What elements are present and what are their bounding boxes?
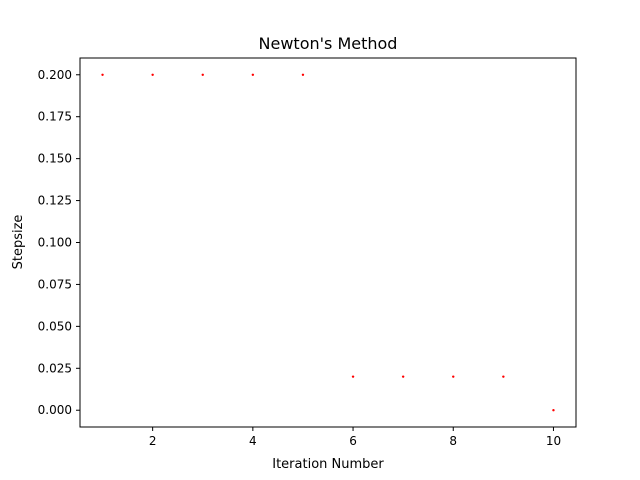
chart-title: Newton's Method [259, 34, 398, 53]
x-axis-label: Iteration Number [272, 457, 384, 472]
x-tick-label: 4 [249, 434, 257, 448]
y-tick-label: 0.150 [38, 152, 72, 166]
data-point [452, 375, 455, 378]
y-axis-ticks: 0.000 0.025 0.050 0.075 0.100 0.125 0.150 0.175… [38, 68, 80, 417]
y-tick-label: 0.100 [38, 236, 72, 250]
data-point [552, 409, 555, 412]
data-point [201, 73, 204, 76]
data-point [351, 375, 355, 378]
data-point [301, 73, 305, 76]
data-point [502, 375, 505, 378]
y-tick-label: 0.025 [38, 361, 72, 375]
y-tick-label: 0.000 [38, 403, 72, 417]
x-tick-label: 8 [449, 434, 457, 448]
y-tick-label: 0.175 [38, 110, 72, 124]
data-point [251, 73, 255, 76]
data-point [151, 73, 154, 76]
y-tick-label: 0.200 [38, 68, 72, 82]
data-point [401, 375, 405, 378]
y-tick-label: 0.050 [38, 319, 72, 333]
x-tick-label: 10 [546, 434, 561, 448]
y-tick-label: 0.075 [38, 277, 72, 291]
x-tick-label: 6 [349, 434, 357, 448]
data-points [101, 73, 555, 412]
y-axis-label: Stepsize [11, 215, 26, 270]
data-point [101, 73, 104, 76]
x-axis-ticks: 2 4 6 8 10 [149, 427, 561, 448]
y-tick-label: 0.125 [38, 194, 72, 208]
x-tick-label: 2 [149, 434, 157, 448]
axes-frame [79, 57, 577, 428]
